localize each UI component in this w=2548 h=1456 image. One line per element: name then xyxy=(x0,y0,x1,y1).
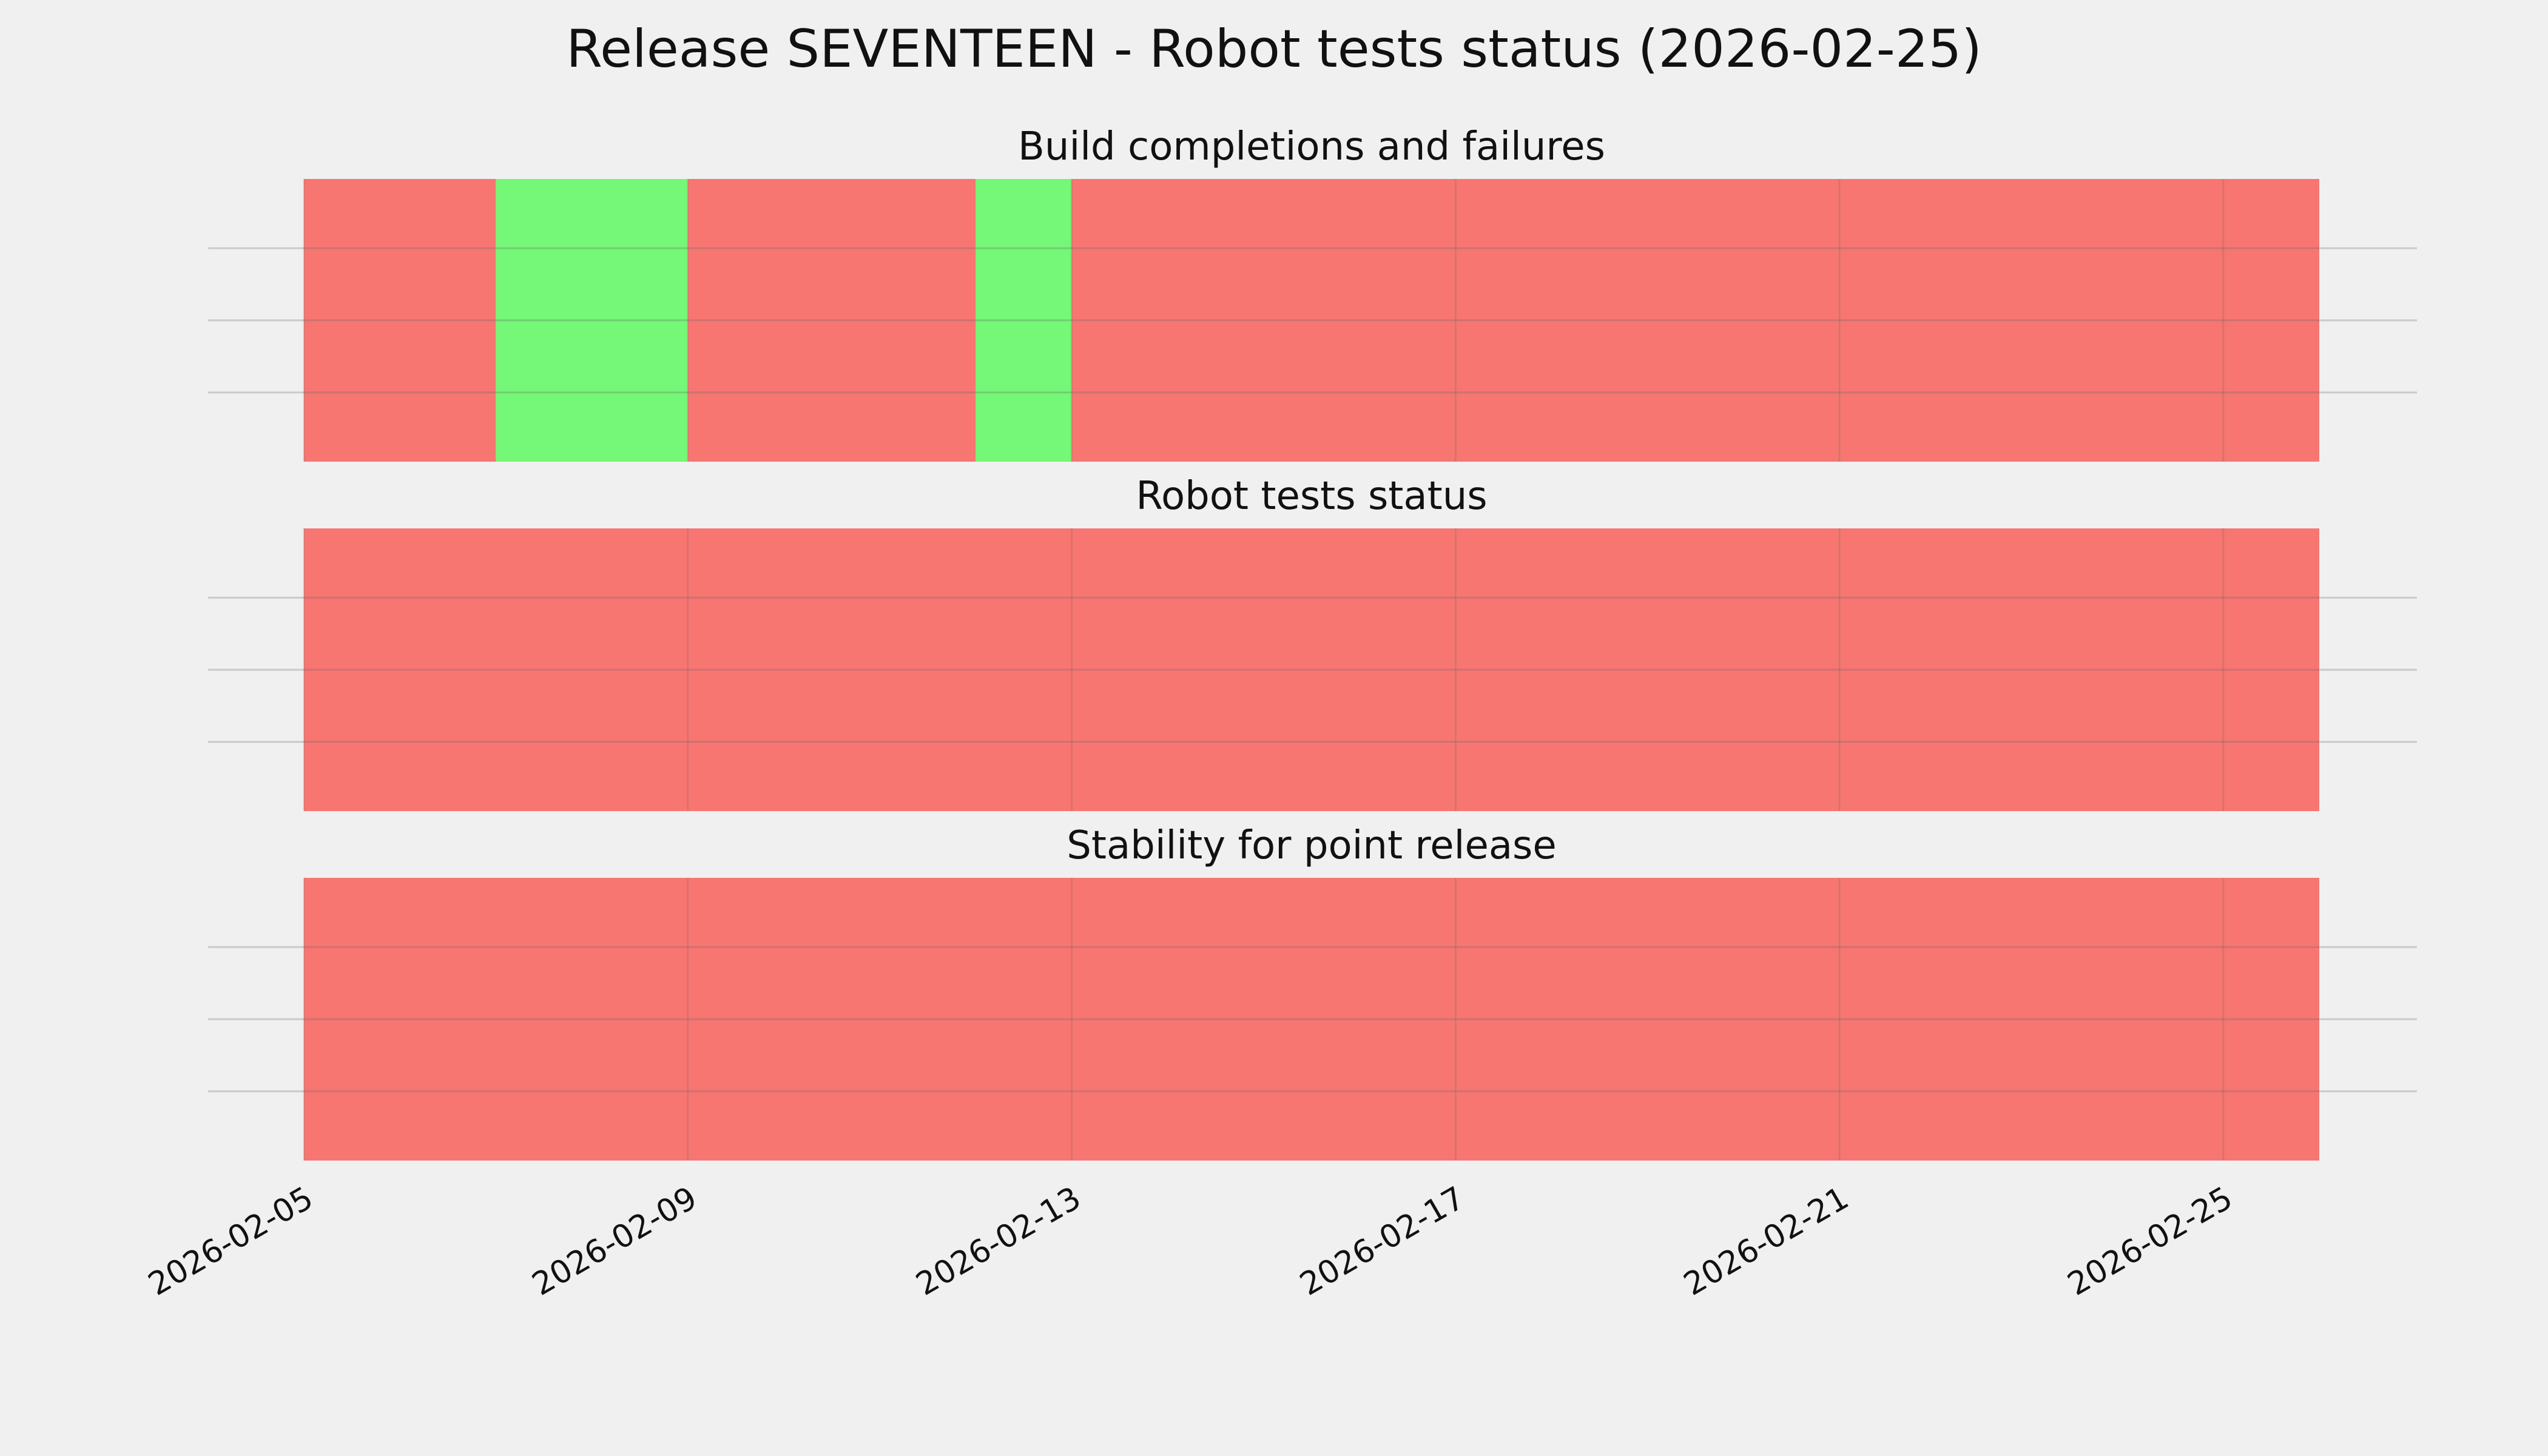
figure-title: Release SEVENTEEN - Robot tests status (… xyxy=(566,19,1982,79)
status-span xyxy=(304,179,496,462)
panel-title: Build completions and failures xyxy=(1018,124,1605,169)
status-span xyxy=(304,878,2319,1161)
panel-title: Stability for point release xyxy=(1067,823,1557,868)
status-span xyxy=(304,528,2319,811)
panel-title: Robot tests status xyxy=(1136,474,1487,519)
status-span xyxy=(1071,179,2319,462)
status-span xyxy=(496,179,688,462)
status-span xyxy=(976,179,1072,462)
status-span xyxy=(687,179,976,462)
